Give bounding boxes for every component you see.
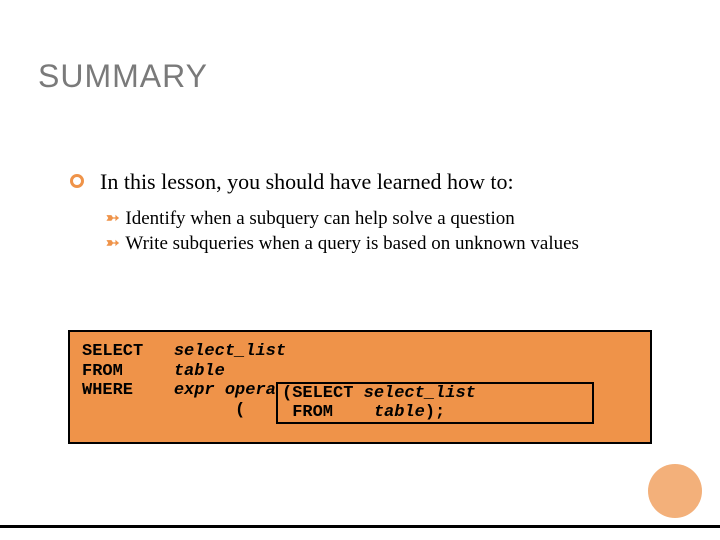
bullet-text: Identify when a subquery can help solve … <box>125 206 514 232</box>
bottom-rule <box>0 525 720 528</box>
squiggle-icon: ➳ <box>106 233 119 255</box>
paren: ( <box>235 401 245 420</box>
code-line: FROM table); <box>282 404 588 423</box>
inner-table: table <box>374 403 425 422</box>
kw-select: SELECT <box>82 342 143 361</box>
decorative-circle-icon <box>648 464 702 518</box>
list-item: ➳ Write subqueries when a query is based… <box>106 231 670 257</box>
slide-title: SUMMARY <box>38 58 208 95</box>
intro-text: In this lesson, you should have learned … <box>100 168 514 196</box>
slide: SUMMARY In this lesson, you should have … <box>0 0 720 540</box>
bullet-text: Write subqueries when a query is based o… <box>125 231 579 257</box>
kw-where: WHERE <box>82 381 133 400</box>
body-text: In this lesson, you should have learned … <box>70 168 670 257</box>
paren-select: (SELECT <box>282 384 353 403</box>
list-item: ➳ Identify when a subquery can help solv… <box>106 206 670 232</box>
squiggle-icon: ➳ <box>106 208 119 230</box>
table: table <box>174 362 225 381</box>
sub-bullets: ➳ Identify when a subquery can help solv… <box>106 206 670 257</box>
code-line: (SELECT select_list <box>282 385 588 404</box>
kw-from: FROM <box>82 362 123 381</box>
code-line: SELECT select_list <box>82 342 638 362</box>
inner-sql-box: (SELECT select_list FROM table); <box>276 382 594 424</box>
intro-line: In this lesson, you should have learned … <box>70 168 670 196</box>
select-list: select_list <box>174 342 286 361</box>
inner-select-list: select_list <box>364 384 476 403</box>
code-line: FROM table <box>82 362 638 382</box>
ring-bullet-icon <box>70 174 84 188</box>
inner-from: FROM <box>292 403 333 422</box>
close: ); <box>425 403 445 422</box>
